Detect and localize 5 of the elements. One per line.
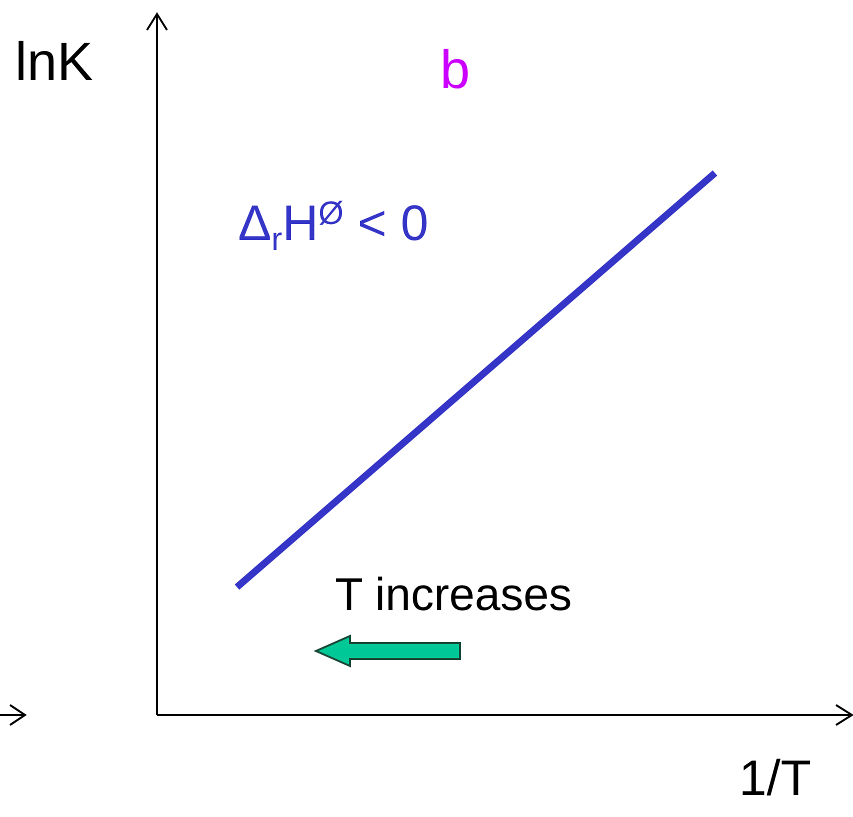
chart-title: b	[440, 40, 470, 100]
annotation: Δ$_{r}$H$^{Ø}$ < 0	[238, 194, 428, 257]
annotation: T increases	[335, 568, 572, 620]
x-axis-title: 1/T	[738, 750, 812, 806]
y-axis-title: lnK	[15, 32, 94, 92]
